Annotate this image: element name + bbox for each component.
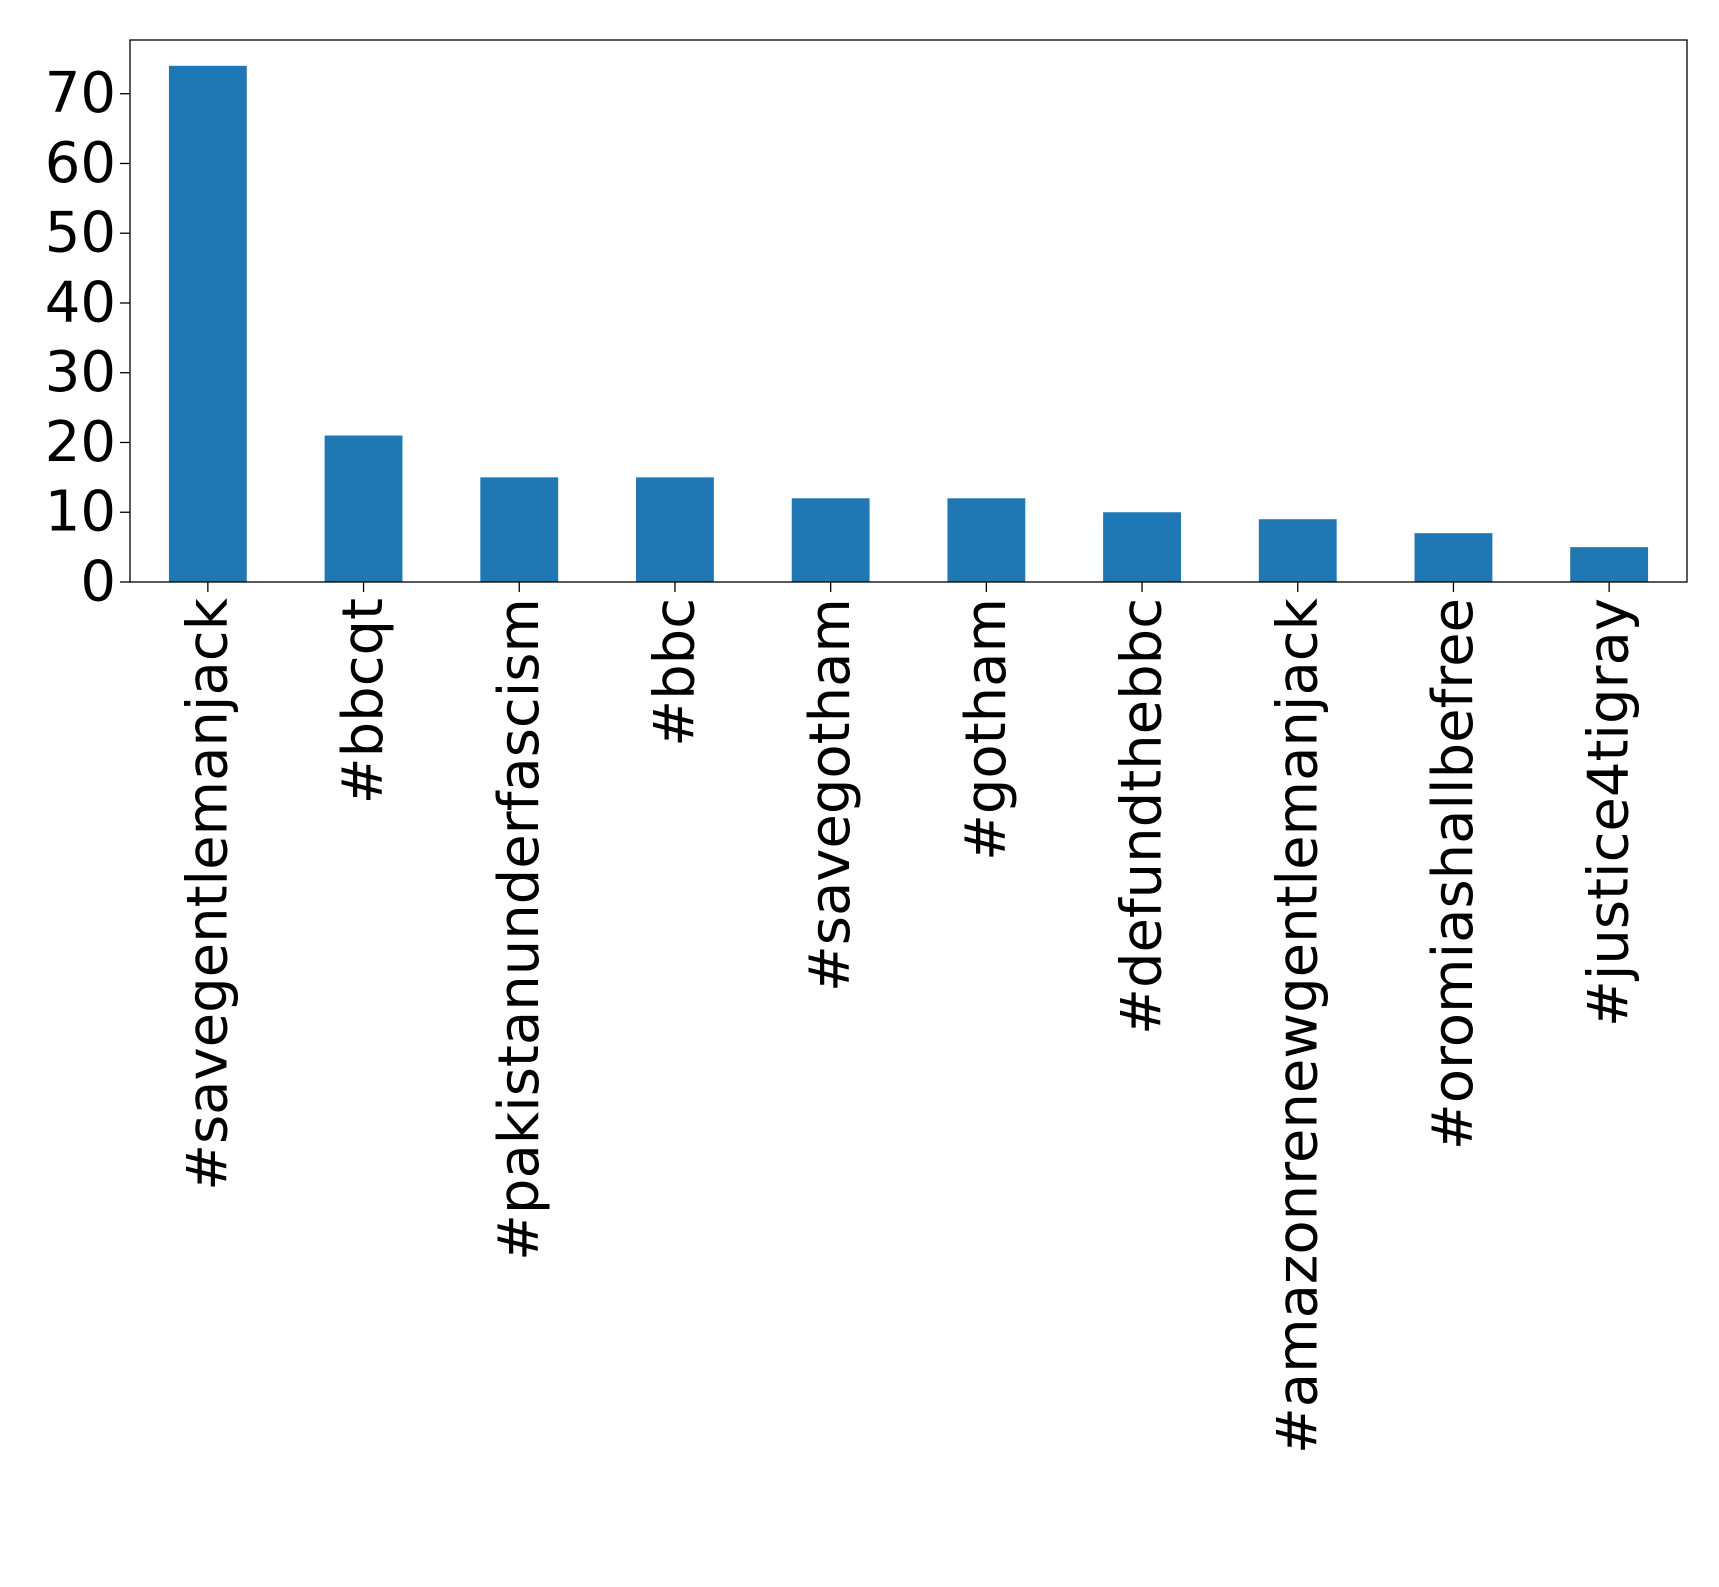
x-tick-label-2: #pakistanunderfascism [487,598,552,1261]
x-tick-label-3: #bbc [642,598,707,747]
bar-8 [1414,533,1493,582]
bar-2 [480,477,559,582]
bars-layer [168,65,1649,583]
bar-1 [324,435,403,582]
y-tick-label-1: 10 [45,480,116,545]
x-tick-label-9: #justice4tigray [1577,598,1642,1027]
x-tick-label-6: #defundthebbc [1110,598,1175,1035]
bar-6 [1103,512,1181,582]
x-tick-label-5: #gotham [954,598,1019,861]
y-tick-label-6: 60 [45,131,116,196]
y-tick-label-0: 0 [80,550,116,615]
y-tick-label-3: 30 [45,340,116,405]
x-tick-label-8: #oromiashallbefree [1421,598,1486,1150]
y-tick-label-5: 50 [45,201,116,266]
bar-4 [791,498,870,582]
bar-0 [168,65,247,583]
y-tick-label-2: 20 [45,410,116,475]
y-tick-label-4: 40 [45,270,116,335]
x-tick-label-0: #savegentlemanjack [175,597,240,1190]
x-axis: #savegentlemanjack #bbcqt #pakistanunderfa… [175,582,1642,1454]
bar-7 [1258,519,1337,582]
plot-frame [129,39,1688,583]
bar-9 [1570,547,1649,582]
bar-3 [636,477,714,582]
y-tick-label-7: 70 [45,61,116,126]
bar-5 [947,498,1026,582]
x-tick-label-1: #bbcqt [331,598,396,804]
x-tick-label-4: #savegotham [798,598,863,992]
x-tick-label-7: #amazonrenewgentlemanjack [1265,597,1330,1454]
